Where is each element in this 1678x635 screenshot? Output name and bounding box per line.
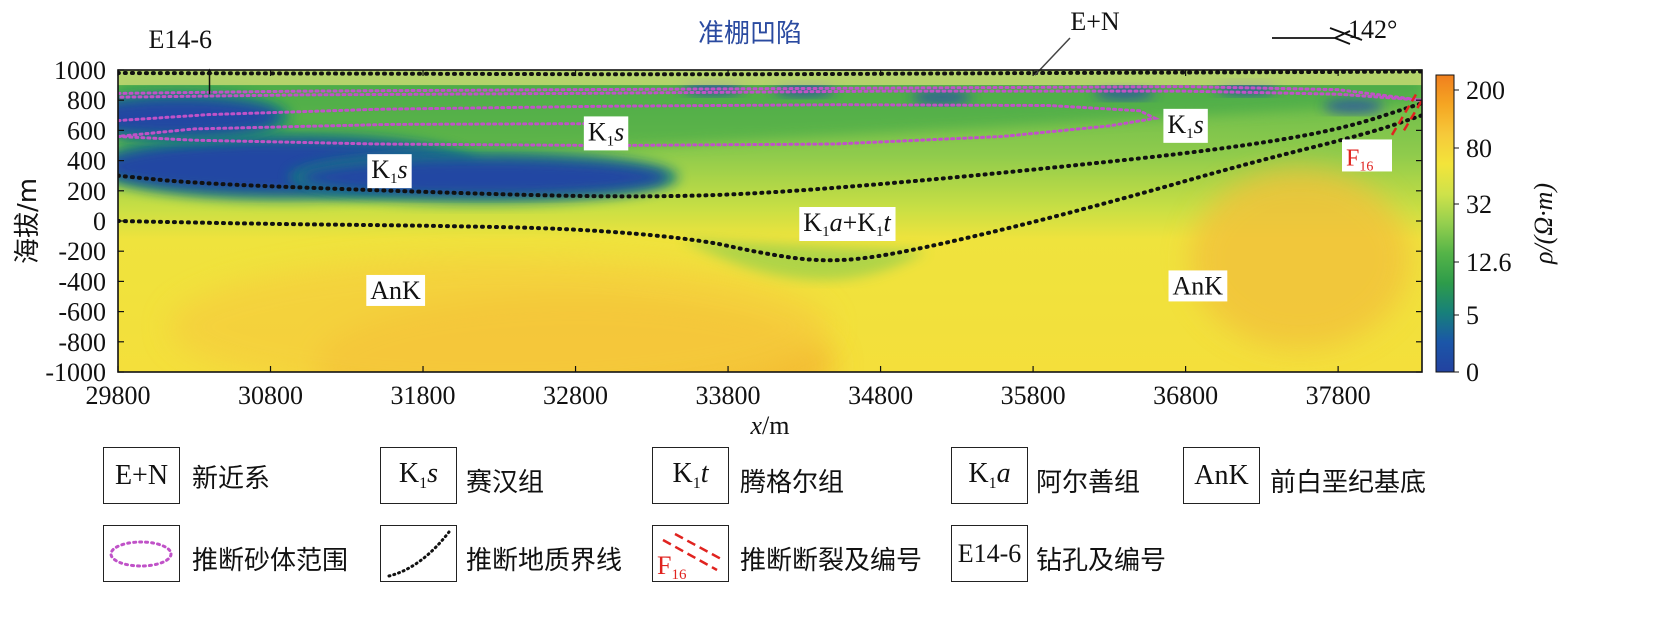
y-tick-label: -400 <box>58 267 106 296</box>
y-tick-label: 800 <box>67 86 106 115</box>
high-resistivity-zone <box>1189 168 1410 349</box>
unit-label-box <box>366 274 426 306</box>
direction-arrow-icon <box>1272 30 1351 45</box>
colorbar-tick-label: 5 <box>1466 301 1479 330</box>
unit-label-text: K1s <box>371 155 407 187</box>
unit-label-text: K1a+K1t <box>803 208 891 240</box>
legend-key-ank: AnK <box>1183 447 1260 504</box>
borehole-arrow <box>206 68 213 74</box>
unit-label-1: K1s <box>583 116 629 151</box>
colorbar-gradient <box>1435 74 1455 373</box>
colorbar-tick-label: 32 <box>1466 190 1492 219</box>
direction-label: 142° <box>1348 15 1397 44</box>
legend-key-en: E+N <box>103 447 180 504</box>
unit-label-3: K1s <box>1163 108 1208 143</box>
legend-key-borehole: E14-6 <box>951 525 1028 582</box>
high-resistivity-zone <box>169 256 830 372</box>
colorbar-tick-label: 0 <box>1466 358 1479 387</box>
x-tick-label: 31800 <box>391 381 456 410</box>
geologic-boundary-3 <box>118 113 1422 263</box>
fault-line <box>1390 92 1424 136</box>
x-tick-label: 33800 <box>696 381 761 410</box>
low-resistivity-lens <box>911 90 972 105</box>
x-tick-label: 34800 <box>848 381 913 410</box>
y-tick-label: 1000 <box>54 56 106 85</box>
unit-label-text: AnK <box>370 276 421 305</box>
plot-area <box>118 70 1422 372</box>
unit-label-4: K1a+K1t <box>799 207 896 241</box>
unit-label-box <box>799 207 896 241</box>
y-tick-label: -1000 <box>45 358 106 387</box>
colorbar-tick-label: 200 <box>1466 76 1505 105</box>
unit-label-text: K1s <box>1167 110 1203 142</box>
legend-key-fault: F16 <box>652 525 729 582</box>
legend-key-k1s: K1s <box>380 447 457 504</box>
x-tick-label: 35800 <box>1001 381 1066 410</box>
legend-label-en: 新近系 <box>192 464 271 494</box>
x-tick-label: 30800 <box>238 381 303 410</box>
chart-title: 准棚凹陷 <box>698 19 802 49</box>
legend-label-k1s: 赛汉组 <box>466 468 545 498</box>
colorbar-label: ρ/(Ω·m) <box>1529 183 1558 265</box>
sand-body-sample-icon <box>109 540 173 568</box>
y-tick-label: 400 <box>67 147 106 176</box>
legend-key-boundary <box>380 525 457 582</box>
direction-arrow-icon <box>1329 27 1363 41</box>
x-tick-label: 37800 <box>1306 381 1371 410</box>
y-tick-label: 600 <box>67 116 106 145</box>
plot-overlay: K1s K1s K1s K1a+K1t AnK AnK F16 E14-6 准棚凹陷 E+N 142… <box>149 7 1424 306</box>
colorbar-tick-label: 80 <box>1466 134 1492 163</box>
en-leader-line <box>1034 37 1071 76</box>
en-unit-label: E+N <box>1070 7 1120 36</box>
y-tick-label: -200 <box>58 237 106 266</box>
unit-label-text: K1s <box>588 117 624 149</box>
x-axis-label: x/m <box>750 411 790 440</box>
low-resistivity-body-3 <box>118 98 279 135</box>
unit-label-box <box>1163 108 1208 143</box>
unit-label-text: AnK <box>1173 271 1224 300</box>
x-tick-label: 32800 <box>543 381 608 410</box>
legend-label-sand: 推断砂体范围 <box>192 546 349 576</box>
legend-label-borehole: 钻孔及编号 <box>1036 546 1167 576</box>
legend-label-fault: 推断断裂及编号 <box>740 546 923 576</box>
x-tick-label: 29800 <box>86 381 151 410</box>
unit-label-box <box>1168 270 1228 302</box>
boundary-line-sample-icon <box>387 530 451 578</box>
y-tick-label: -800 <box>58 328 106 357</box>
sand-body-outline-2 <box>118 103 1160 148</box>
unit-label-box <box>367 154 412 189</box>
borehole-label: E14-6 <box>149 25 213 54</box>
colorbar: 200 80 32 12.6 5 0 ρ/(Ω·m) <box>1435 74 1558 387</box>
low-resistivity-lens <box>1323 99 1384 114</box>
svg-text:F16: F16 <box>657 551 687 581</box>
unit-label-box <box>583 116 629 151</box>
legend-label-k1a: 阿尔善组 <box>1036 468 1141 498</box>
legend-label-ank: 前白垩纪基底 <box>1270 468 1427 498</box>
unit-label-2: K1s <box>367 154 412 189</box>
y-tick-label: 200 <box>67 177 106 206</box>
unit-label-6: AnK <box>1168 270 1228 302</box>
unit-label-5: AnK <box>366 274 426 306</box>
legend-label-k1t: 腾格尔组 <box>740 468 845 498</box>
fault-label: F16 <box>1342 139 1392 174</box>
x-tick-label: 36800 <box>1153 381 1218 410</box>
y-tick-label: 0 <box>93 207 106 236</box>
axes: 29800 30800 31800 32800 33800 34800 35800 36800… <box>13 56 1423 440</box>
legend-key-sand <box>103 525 180 582</box>
geologic-boundary-2 <box>118 101 1422 199</box>
colorbar-tick-label: 12.6 <box>1466 248 1512 277</box>
y-tick-label: -600 <box>58 298 106 327</box>
legend-key-k1t: K1t <box>652 447 729 504</box>
low-resistivity-lens <box>1094 85 1155 100</box>
fault-sample-icon: F16 <box>657 532 724 581</box>
legend-label-boundary: 推断地质界线 <box>466 546 623 576</box>
en-surface-band <box>118 70 1422 86</box>
y-axis-label: 海拔/m <box>13 178 43 264</box>
legend-key-k1a: K1a <box>951 447 1028 504</box>
sand-body-outline-1 <box>118 85 1422 102</box>
fault-label-box <box>1342 139 1392 172</box>
